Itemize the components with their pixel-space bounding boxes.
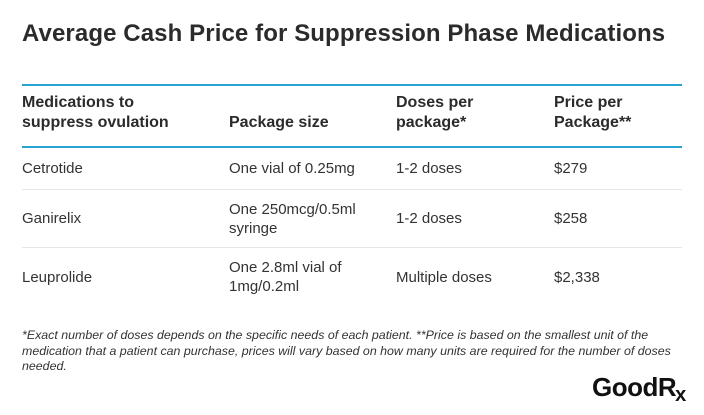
header-package-size: Package size [229, 114, 329, 131]
table-row: Cetrotide One vial of 0.25mg 1-2 doses $… [22, 148, 682, 190]
table-header-row: Medications to suppress ovulation Packag… [22, 86, 682, 148]
logo-suffix: x [675, 384, 686, 406]
header-doses: Doses per package* [396, 94, 474, 131]
cell-package-size: One vial of 0.25mg [229, 160, 355, 177]
cell-doses: Multiple doses [396, 268, 492, 286]
cell-doses: 1-2 doses [396, 160, 462, 177]
goodrx-logo: GoodRx [592, 372, 686, 406]
medication-price-table: Medications to suppress ovulation Packag… [22, 84, 682, 306]
header-medication: Medications to suppress ovulation [22, 94, 169, 131]
cell-package-size: One 2.8ml vial of 1mg/0.2ml [229, 259, 342, 295]
logo-main: GoodR [592, 372, 677, 402]
cell-doses: 1-2 doses [396, 210, 462, 227]
cell-medication: Ganirelix [22, 210, 82, 227]
table-row: Ganirelix One 250mcg/0.5ml syringe 1-2 d… [22, 190, 682, 248]
cell-medication: Leuprolide [22, 268, 93, 286]
cell-medication: Cetrotide [22, 160, 83, 177]
cell-price: $279 [554, 160, 588, 177]
cell-package-size: One 250mcg/0.5ml syringe [229, 200, 356, 237]
footnote: *Exact number of doses depends on the sp… [22, 328, 671, 373]
table-row: Leuprolide One 2.8ml vial of 1mg/0.2ml M… [22, 248, 682, 306]
header-price: Price per Package** [554, 94, 632, 131]
cell-price: $258 [554, 210, 588, 227]
cell-price: $2,338 [554, 268, 600, 286]
page-title: Average Cash Price for Suppression Phase… [22, 20, 666, 47]
